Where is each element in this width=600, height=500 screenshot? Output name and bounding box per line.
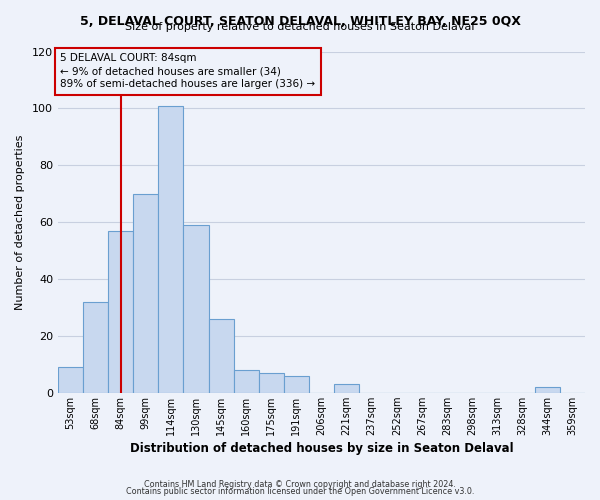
Bar	[184, 225, 209, 393]
Bar	[233, 370, 259, 393]
Bar	[133, 194, 158, 393]
Bar	[108, 230, 133, 393]
Bar	[535, 387, 560, 393]
Text: 5 DELAVAL COURT: 84sqm
← 9% of detached houses are smaller (34)
89% of semi-deta: 5 DELAVAL COURT: 84sqm ← 9% of detached …	[61, 53, 316, 90]
Y-axis label: Number of detached properties: Number of detached properties	[15, 134, 25, 310]
Text: 5, DELAVAL COURT, SEATON DELAVAL, WHITLEY BAY, NE25 0QX: 5, DELAVAL COURT, SEATON DELAVAL, WHITLE…	[80, 15, 520, 28]
Bar	[259, 373, 284, 393]
Text: Size of property relative to detached houses in Seaton Delaval: Size of property relative to detached ho…	[125, 22, 475, 32]
Bar	[284, 376, 309, 393]
Bar	[334, 384, 359, 393]
X-axis label: Distribution of detached houses by size in Seaton Delaval: Distribution of detached houses by size …	[130, 442, 513, 455]
Bar	[158, 106, 184, 393]
Bar	[83, 302, 108, 393]
Title: 5, DELAVAL COURT, SEATON DELAVAL, WHITLEY BAY, NE25 0QX
Size of property relativ: 5, DELAVAL COURT, SEATON DELAVAL, WHITLE…	[0, 499, 1, 500]
Bar	[209, 319, 233, 393]
Bar	[58, 367, 83, 393]
Text: Contains public sector information licensed under the Open Government Licence v3: Contains public sector information licen…	[126, 487, 474, 496]
Text: Contains HM Land Registry data © Crown copyright and database right 2024.: Contains HM Land Registry data © Crown c…	[144, 480, 456, 489]
